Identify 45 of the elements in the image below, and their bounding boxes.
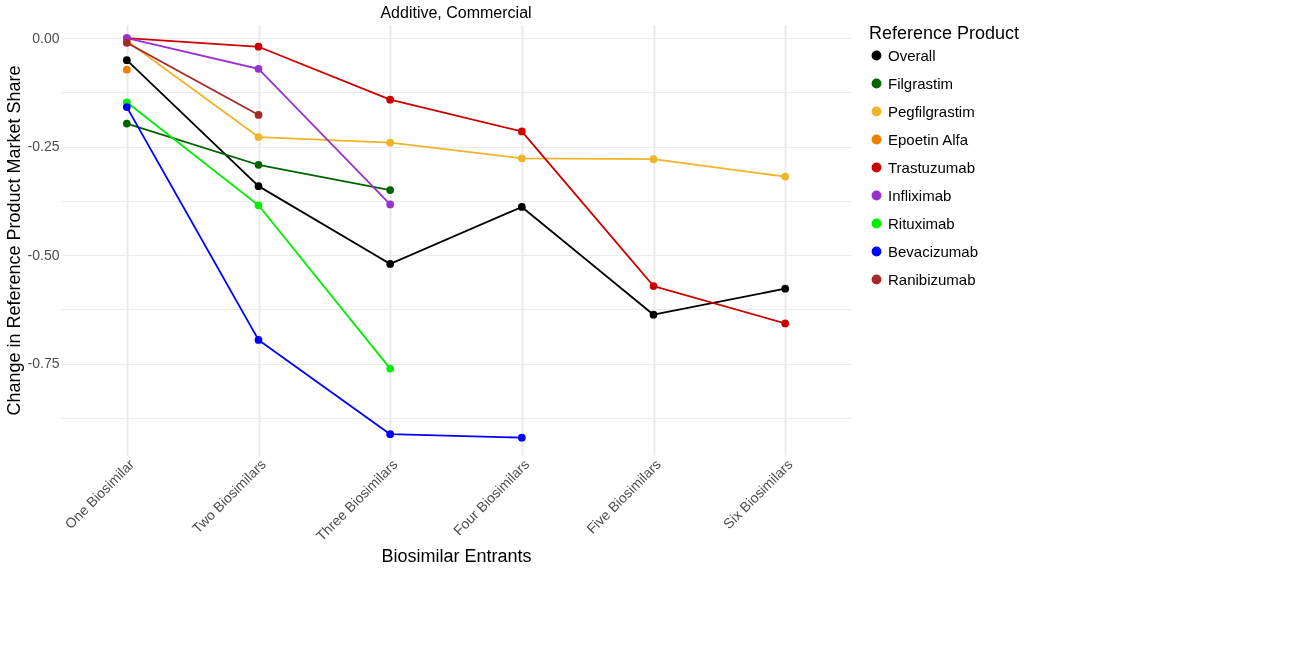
y-tick-label: -0.25 — [27, 138, 60, 155]
legend-label: Trastuzumab — [888, 158, 975, 176]
point — [254, 65, 263, 73]
point — [517, 203, 526, 211]
legend-title: Reference Product — [869, 23, 1020, 43]
y-tick-label: -0.50 — [27, 246, 60, 263]
y-tick-label: 0.00 — [32, 29, 60, 46]
point — [254, 42, 263, 51]
point — [122, 119, 131, 128]
y-axis-title: Change in Reference Product Market Share — [3, 65, 24, 416]
point — [649, 310, 658, 319]
point — [386, 200, 395, 209]
legend-label: Bevacizumab — [888, 242, 979, 260]
point — [386, 364, 395, 373]
point — [254, 160, 263, 169]
point — [122, 103, 131, 111]
legend-label: Overall — [888, 46, 936, 64]
point — [386, 138, 395, 147]
point — [122, 56, 131, 65]
point — [517, 127, 526, 136]
point — [254, 133, 263, 141]
chart-title: Additive, Commercial — [380, 4, 532, 21]
point — [386, 186, 395, 194]
legend-label: Ranibizumab — [888, 270, 976, 288]
point — [781, 284, 790, 293]
point — [254, 182, 263, 191]
point — [781, 319, 790, 328]
legend-label: Epoetin Alfa — [888, 130, 969, 148]
point — [386, 95, 395, 104]
point — [649, 155, 658, 164]
point — [781, 172, 790, 181]
point — [254, 336, 263, 344]
legend-label: Pegfilgrastim — [888, 102, 975, 120]
point — [517, 154, 526, 163]
legend-label: Infliximab — [888, 186, 952, 204]
point — [386, 260, 395, 268]
x-axis-title: Biosimilar Entrants — [381, 545, 532, 566]
point — [254, 111, 263, 119]
point — [254, 201, 263, 210]
point — [649, 282, 658, 290]
legend-label: Rituximab — [888, 214, 955, 232]
point — [517, 433, 526, 442]
legend-label: Filgrastim — [888, 74, 954, 92]
y-tick-label: -0.75 — [27, 355, 60, 372]
point — [386, 430, 395, 439]
